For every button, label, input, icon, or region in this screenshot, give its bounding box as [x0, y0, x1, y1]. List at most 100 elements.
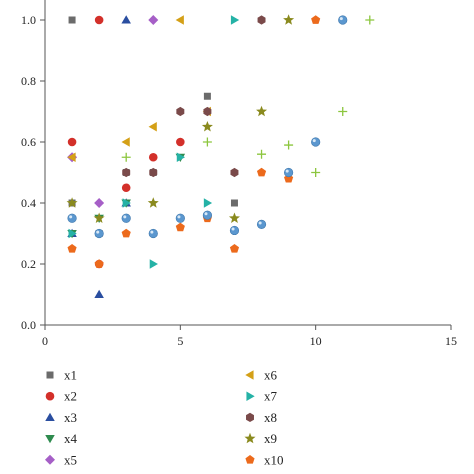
data-point: [175, 222, 185, 232]
series-x7: [68, 15, 240, 269]
legend-item-x8: x8: [246, 410, 277, 425]
data-point: [93, 212, 105, 223]
data-point: [149, 167, 158, 178]
point-highlight: [150, 230, 154, 234]
axes: [44, 0, 451, 326]
series-x5: [67, 15, 159, 208]
legend-marker: [45, 435, 55, 444]
data-point: [311, 15, 321, 24]
data-point: [257, 149, 267, 159]
legend-label: x9: [264, 431, 277, 446]
legend-label: x1: [64, 368, 77, 383]
legend-label: x3: [64, 410, 77, 425]
legend-label: x5: [64, 452, 77, 467]
data-point: [203, 198, 213, 208]
series-x10: [67, 15, 321, 268]
data-point: [202, 210, 212, 220]
data-point: [175, 213, 185, 223]
point-highlight: [285, 169, 289, 173]
x-tick-label: 10: [310, 334, 322, 348]
y-tick-label: 0.8: [21, 74, 36, 88]
data-point: [67, 152, 76, 163]
data-point: [94, 259, 104, 268]
data-point: [283, 14, 295, 25]
point-highlight: [123, 215, 127, 219]
data-point: [121, 152, 131, 162]
data-point: [230, 167, 239, 178]
data-point: [284, 140, 294, 150]
x-tick-label: 15: [445, 334, 457, 348]
data-point: [228, 212, 240, 223]
y-tick-label: 0.2: [21, 257, 36, 271]
data-point: [66, 197, 78, 208]
data-point: [311, 168, 321, 177]
data-point: [257, 15, 266, 25]
legend-item-x10: x10: [245, 452, 284, 467]
data-point: [338, 15, 348, 25]
ticks: 0.0 0.2 0.4 0.6 0.8 1.0 0 5 10 15: [21, 13, 457, 348]
data-point: [338, 107, 348, 116]
legend-label: x6: [264, 368, 278, 383]
point-highlight: [312, 139, 316, 143]
legend-item-x6: x6: [245, 368, 278, 383]
legend-marker: [45, 412, 55, 421]
legend-item-x5: x5: [45, 452, 77, 467]
data-point: [121, 213, 131, 223]
data-point: [176, 106, 185, 117]
legend-marker: [245, 370, 254, 380]
point-highlight: [96, 230, 100, 234]
series-unnamed-11: [121, 15, 375, 177]
data-point: [148, 121, 157, 132]
y-tick-label: 0.0: [21, 318, 36, 332]
y-tick-label: 1.0: [21, 13, 36, 27]
data-point: [148, 152, 158, 162]
y-tick-label: 0.6: [21, 135, 36, 149]
legend-item-x3: x3: [45, 410, 77, 425]
point-highlight: [177, 215, 181, 219]
data-point: [149, 259, 158, 269]
data-point: [121, 228, 131, 238]
data-point: [256, 167, 267, 177]
series-x11: [67, 15, 348, 239]
legend-marker: [45, 454, 55, 465]
data-point: [147, 197, 159, 208]
series-x3: [67, 15, 131, 299]
data-point: [203, 106, 212, 117]
legend-marker: [244, 432, 256, 444]
legend-marker: [45, 391, 55, 401]
series-x4: [67, 153, 186, 239]
data-point: [68, 16, 76, 24]
x-tick-label: 0: [42, 334, 48, 348]
data-point: [94, 198, 105, 208]
point-highlight: [231, 227, 235, 231]
data-point: [122, 198, 131, 208]
data-point: [67, 213, 77, 223]
legend-marker: [246, 412, 254, 422]
data-point: [175, 15, 184, 25]
legend-item-x4: x4: [45, 431, 78, 446]
data-point: [121, 183, 131, 193]
legend-item-x7: x7: [246, 389, 278, 404]
series-x9: [66, 14, 295, 223]
data-point: [94, 228, 104, 239]
legend-label: x4: [64, 431, 78, 446]
data-point: [176, 152, 186, 163]
data-point: [176, 137, 185, 147]
data-point: [122, 167, 131, 178]
data-point: [203, 92, 211, 100]
legend-item-x2: x2: [45, 389, 77, 404]
data-point: [284, 167, 294, 178]
point-highlight: [69, 215, 73, 219]
legend-marker: [245, 455, 255, 464]
data-point: [201, 120, 213, 132]
data-point: [68, 228, 77, 239]
data-point: [230, 15, 240, 25]
legend-label: x8: [264, 410, 277, 425]
legend-item-x1: x1: [46, 368, 77, 383]
data-points: [66, 14, 375, 299]
legend-label: x2: [64, 389, 77, 404]
data-point: [365, 15, 375, 25]
point-highlight: [204, 212, 208, 216]
data-point: [94, 289, 104, 299]
data-point: [230, 199, 238, 207]
